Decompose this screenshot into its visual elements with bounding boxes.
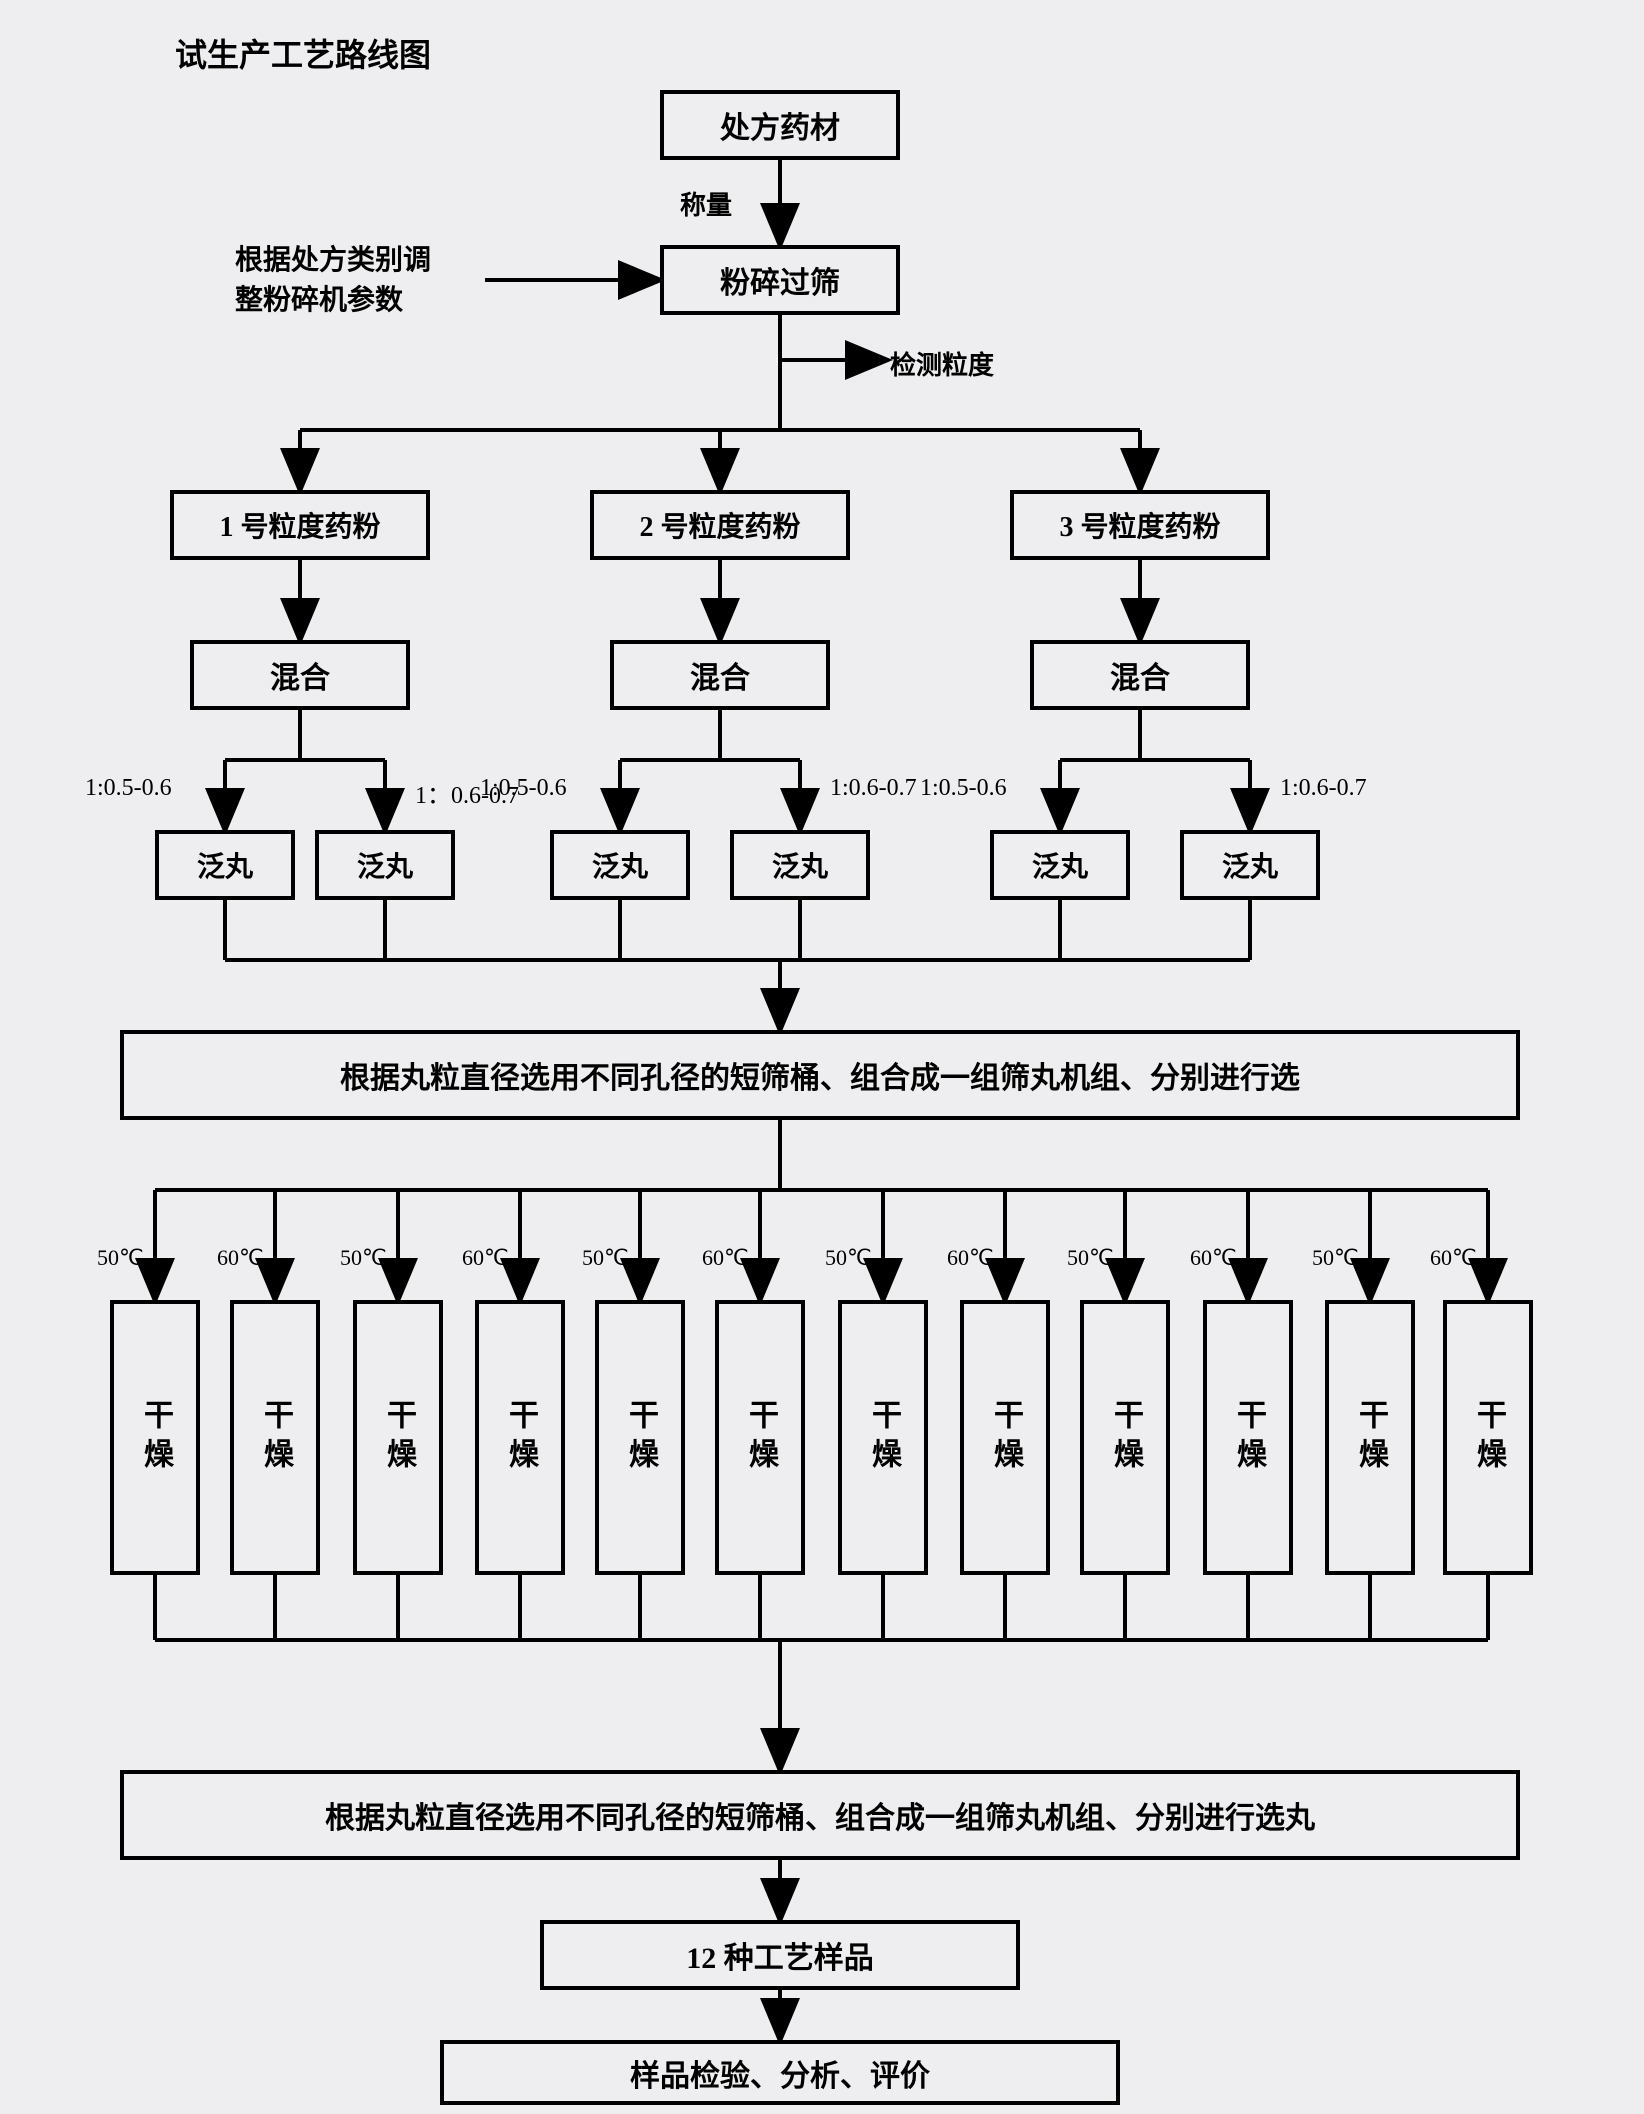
node-crush-sieve: 粉碎过筛: [660, 245, 900, 315]
dry-label: 干燥: [1348, 1399, 1392, 1477]
ratio-2-l: 1:0.5-0.6: [480, 775, 567, 802]
temp-label-12: 60℃: [1430, 1245, 1477, 1271]
node-dry-3: 干燥: [353, 1300, 443, 1575]
temp-label-8: 60℃: [947, 1245, 994, 1271]
dry-label: 干燥: [253, 1399, 297, 1477]
node-dry-2: 干燥: [230, 1300, 320, 1575]
dry-label: 干燥: [861, 1399, 905, 1477]
edge-label-detect: 检测粒度: [890, 345, 994, 382]
dry-label: 干燥: [133, 1399, 177, 1477]
dry-label: 干燥: [1226, 1399, 1270, 1477]
node-pill-3-l: 泛丸: [990, 830, 1130, 900]
temp-label-4: 60℃: [462, 1245, 509, 1271]
node-mix-1: 混合: [190, 640, 410, 710]
edge-label-weigh: 称量: [680, 185, 732, 222]
temp-label-3: 50℃: [340, 1245, 387, 1271]
node-dry-4: 干燥: [475, 1300, 565, 1575]
node-mix-2: 混合: [610, 640, 830, 710]
node-12-samples: 12 种工艺样品: [540, 1920, 1020, 1990]
node-dry-11: 干燥: [1325, 1300, 1415, 1575]
ratio-1-l: 1:0.5-0.6: [85, 775, 172, 802]
crusher-param-note: 根据处方类别调 整粉碎机参数: [235, 238, 431, 318]
dry-label: 干燥: [498, 1399, 542, 1477]
node-sieve-select-2: 根据丸粒直径选用不同孔径的短筛桶、组合成一组筛丸机组、分别进行选丸: [120, 1770, 1520, 1860]
diagram-title: 试生产工艺路线图: [175, 30, 431, 76]
dry-label: 干燥: [1103, 1399, 1147, 1477]
dry-label: 干燥: [1466, 1399, 1510, 1477]
temp-label-6: 60℃: [702, 1245, 749, 1271]
node-dry-1: 干燥: [110, 1300, 200, 1575]
node-powder-2: 2 号粒度药粉: [590, 490, 850, 560]
dry-label: 干燥: [738, 1399, 782, 1477]
node-pill-2-r: 泛丸: [730, 830, 870, 900]
node-prescription: 处方药材: [660, 90, 900, 160]
node-dry-10: 干燥: [1203, 1300, 1293, 1575]
dry-label: 干燥: [618, 1399, 662, 1477]
node-pill-1-r: 泛丸: [315, 830, 455, 900]
node-test-analyze: 样品检验、分析、评价: [440, 2040, 1120, 2105]
node-sieve-select-1: 根据丸粒直径选用不同孔径的短筛桶、组合成一组筛丸机组、分别进行选: [120, 1030, 1520, 1120]
node-pill-2-l: 泛丸: [550, 830, 690, 900]
temp-label-11: 50℃: [1312, 1245, 1359, 1271]
node-dry-12: 干燥: [1443, 1300, 1533, 1575]
node-dry-6: 干燥: [715, 1300, 805, 1575]
temp-label-1: 50℃: [97, 1245, 144, 1271]
dry-label: 干燥: [376, 1399, 420, 1477]
ratio-3-l: 1:0.5-0.6: [920, 775, 1007, 802]
node-pill-3-r: 泛丸: [1180, 830, 1320, 900]
node-dry-9: 干燥: [1080, 1300, 1170, 1575]
temp-label-5: 50℃: [582, 1245, 629, 1271]
node-pill-1-l: 泛丸: [155, 830, 295, 900]
node-dry-8: 干燥: [960, 1300, 1050, 1575]
node-powder-1: 1 号粒度药粉: [170, 490, 430, 560]
temp-label-7: 50℃: [825, 1245, 872, 1271]
node-mix-3: 混合: [1030, 640, 1250, 710]
node-dry-7: 干燥: [838, 1300, 928, 1575]
dry-label: 干燥: [983, 1399, 1027, 1477]
temp-label-2: 60℃: [217, 1245, 264, 1271]
temp-label-10: 60℃: [1190, 1245, 1237, 1271]
node-powder-3: 3 号粒度药粉: [1010, 490, 1270, 560]
temp-label-9: 50℃: [1067, 1245, 1114, 1271]
node-dry-5: 干燥: [595, 1300, 685, 1575]
ratio-2-r: 1:0.6-0.7: [830, 775, 917, 802]
ratio-3-r: 1:0.6-0.7: [1280, 775, 1367, 802]
